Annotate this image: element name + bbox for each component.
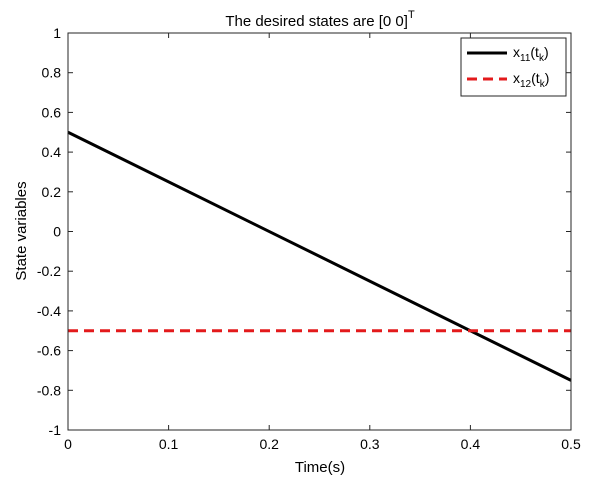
y-tick-label: 0.2 bbox=[42, 184, 62, 200]
ticks-layer: 0 0.1 0.2 0.3 0.4 0.5 1 0.8 0.6 0.4 0.2 0 -0.2 -0.4 -0… bbox=[37, 25, 581, 452]
series-line-11 bbox=[67, 130, 572, 382]
x-tick-label: 0.4 bbox=[461, 436, 481, 452]
x-axis-label: Time(s) bbox=[295, 459, 345, 476]
y-tick-label: -0.6 bbox=[37, 343, 61, 359]
y-tick-label: 0 bbox=[53, 224, 61, 240]
chart-title: The desired states are [0 0]T bbox=[225, 9, 415, 30]
legend-label-12: x12(tk) bbox=[513, 70, 549, 90]
y-tick-label: -0.8 bbox=[37, 382, 61, 398]
plot-area bbox=[68, 33, 571, 430]
y-axis-label: State variables bbox=[13, 181, 30, 280]
y-tick-label: 0.6 bbox=[42, 104, 62, 120]
y-tick-label: -0.2 bbox=[37, 263, 61, 279]
chart-title-text: The desired states are [0 0] bbox=[225, 13, 408, 30]
series-layer bbox=[67, 130, 572, 382]
y-tick-label: 1 bbox=[53, 25, 61, 41]
x-tick-label: 0.2 bbox=[259, 436, 279, 452]
axes-frame bbox=[67, 32, 572, 431]
y-tick-label: -0.4 bbox=[37, 303, 61, 319]
legend: x11(tk) x12(tk) bbox=[460, 37, 567, 97]
legend-box bbox=[460, 37, 567, 97]
x-tick-label: 0.5 bbox=[561, 436, 581, 452]
legend-label-11: x11(tk) bbox=[513, 44, 549, 64]
chart-title-superscript: T bbox=[408, 9, 415, 21]
x-tick-label: 0.1 bbox=[159, 436, 179, 452]
x-tick-label: 0 bbox=[64, 436, 72, 452]
y-tick-label: 0.8 bbox=[42, 65, 62, 81]
y-tick-label: 0.4 bbox=[42, 144, 62, 160]
x-tick-label: 0.3 bbox=[360, 436, 380, 452]
y-tick-label: -1 bbox=[49, 422, 62, 438]
